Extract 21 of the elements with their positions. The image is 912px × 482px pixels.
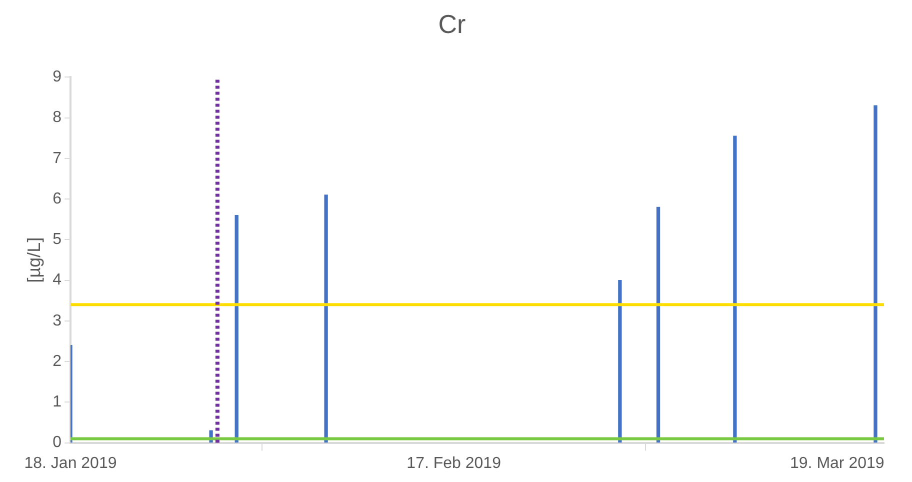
bar — [234, 214, 238, 443]
y-axis-title: [µg/L] — [24, 237, 44, 283]
y-tick-label: 8 — [52, 109, 62, 126]
bar — [324, 194, 328, 443]
x-tick-label: 19. Mar 2019 — [790, 454, 884, 472]
bar — [733, 136, 737, 443]
x-tick-label: 18. Jan 2019 — [24, 454, 117, 472]
bar — [618, 280, 622, 443]
y-tick-label: 3 — [52, 312, 62, 330]
y-tick-label: 1 — [52, 394, 62, 411]
chart-title: Cr — [438, 8, 466, 39]
x-tick-label: 17. Feb 2019 — [406, 454, 502, 472]
y-tick-label: 0 — [52, 434, 62, 452]
y-tick-label: 5 — [52, 231, 62, 248]
y-tick-label: 9 — [52, 68, 62, 86]
y-tick-label: 4 — [52, 272, 62, 289]
bar — [656, 206, 660, 443]
bar — [874, 105, 878, 443]
y-tick-label: 6 — [52, 190, 62, 208]
y-tick-label: 2 — [52, 352, 62, 370]
y-tick-label: 7 — [52, 150, 62, 167]
